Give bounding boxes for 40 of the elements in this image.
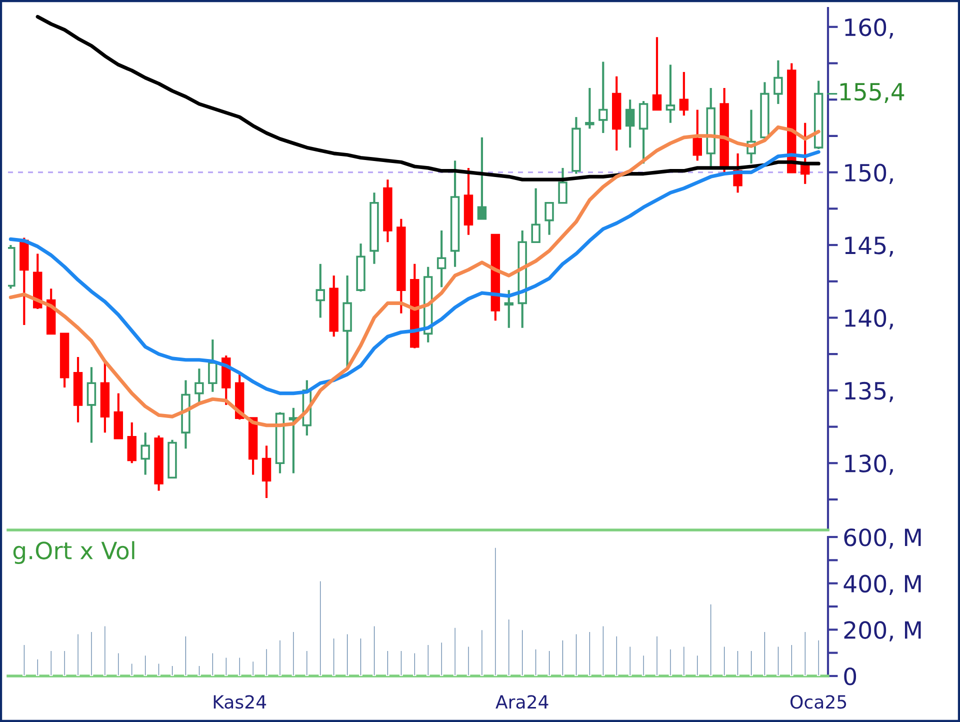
candlestick [288,406,298,474]
y-tick-label: 160, [845,18,893,39]
y-tick-label: 0 [844,667,856,686]
y-tick-label: 400, M [844,574,921,596]
candlestick [436,229,446,288]
line-series [8,150,820,396]
candlestick [666,64,676,124]
text: 155,4 [840,83,904,104]
candlestick [598,60,608,134]
y-tick-label: 600, M [844,528,921,549]
y-tick-label: 130, [845,454,893,475]
candlestick [585,86,594,130]
line-series [8,125,820,428]
candlestick [477,136,487,220]
candlestick [531,187,540,244]
candlestick [544,202,554,236]
candlestick [316,262,325,319]
x-tick-label: Oca25 [790,695,846,709]
candlestick [625,98,635,149]
line-series [36,14,820,182]
y-tick-label: 145, [845,236,893,257]
candlestick [262,444,272,500]
candlestick [652,36,662,111]
candlestick [558,166,568,204]
candlestick [679,70,689,117]
candlestick [774,59,783,106]
candlestick [208,338,218,393]
y-tick-label: 150, [845,164,893,184]
x-tick-label: Ara24 [496,695,548,709]
candlestick [194,368,204,405]
candlestick [692,108,702,162]
candlestick [504,289,514,329]
y-tick-label: 135, [845,382,893,402]
y-tick-label: 140, [845,309,893,330]
y-tick-label: 200, M [844,621,921,642]
candlestick [86,366,96,444]
candlestick [140,432,150,476]
x-tick-label: Kas24 [214,695,266,709]
chart-title: g.Ort x Vol [13,541,134,564]
candlestick [127,421,136,464]
